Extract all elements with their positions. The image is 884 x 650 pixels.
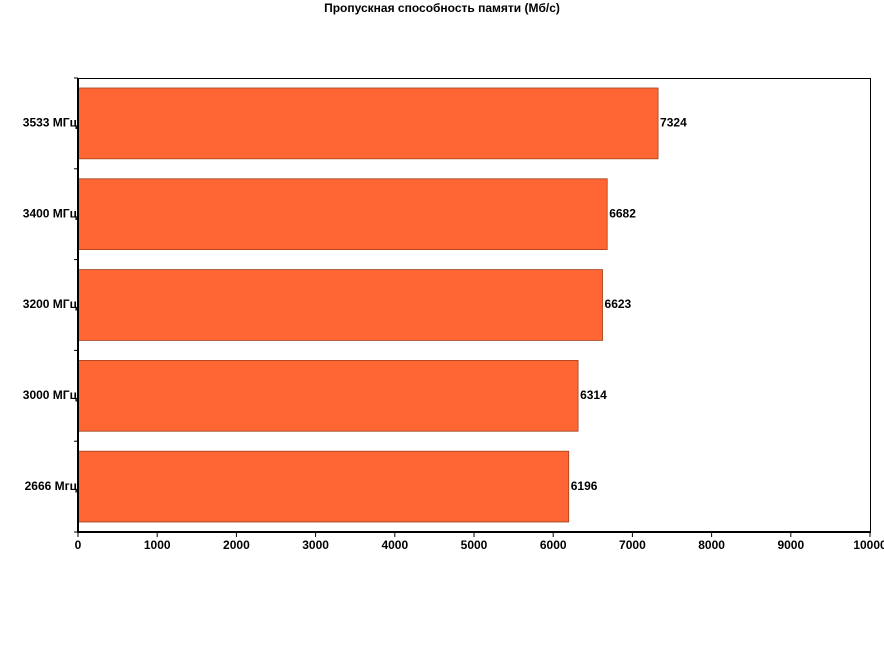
- x-tick-label: 3000: [302, 538, 329, 552]
- bar: [77, 359, 579, 432]
- value-label: 7324: [660, 116, 687, 130]
- y-tick-label: 3200 МГц: [23, 297, 78, 311]
- bar: [77, 87, 659, 160]
- x-tick-label: 8000: [698, 538, 725, 552]
- x-tick-label: 6000: [540, 538, 567, 552]
- value-label: 6682: [609, 206, 636, 220]
- x-tick-label: 10000: [853, 538, 884, 552]
- x-tick-label: 5000: [461, 538, 488, 552]
- x-tick-label: 9000: [777, 538, 804, 552]
- y-tick-label: 3400 МГц: [23, 206, 78, 220]
- x-tick-label: 0: [75, 538, 82, 552]
- value-label: 6623: [605, 297, 632, 311]
- y-tick-label: 3000 МГц: [23, 388, 78, 402]
- bar: [77, 450, 570, 523]
- bar: [77, 269, 603, 341]
- value-label: 6314: [580, 388, 607, 402]
- x-tick-label: 2000: [223, 538, 250, 552]
- x-tick-label: 1000: [144, 538, 171, 552]
- bar: [77, 178, 608, 251]
- x-tick-label: 4000: [381, 538, 408, 552]
- chart-title: Пропускная способность памяти (Мб/с): [324, 1, 560, 15]
- value-label: 6196: [571, 479, 598, 493]
- x-tick-label: 7000: [619, 538, 646, 552]
- y-tick-label: 3533 МГц: [23, 116, 78, 130]
- y-tick-label: 2666 Мгц: [25, 479, 78, 493]
